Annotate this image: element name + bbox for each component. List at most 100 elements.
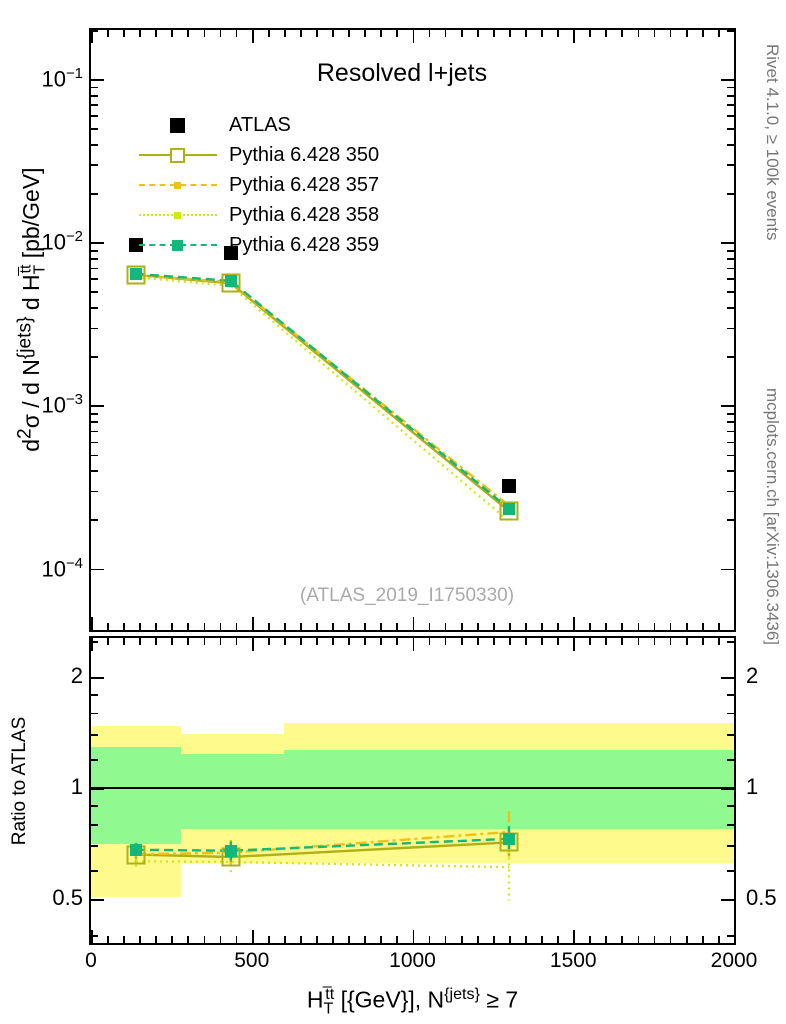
marker-pythia-359 xyxy=(224,274,237,287)
axis-tick xyxy=(91,519,98,522)
axis-tick xyxy=(412,638,415,651)
legend-marker xyxy=(170,118,185,133)
axis-tick xyxy=(721,899,734,901)
axis-tick xyxy=(155,638,158,645)
axis-tick xyxy=(637,638,640,645)
axis-tick xyxy=(219,623,222,630)
axis-tick xyxy=(91,405,104,408)
legend-label: Pythia 6.428 358 xyxy=(229,203,380,226)
axis-tick xyxy=(589,638,592,645)
axis-tick xyxy=(727,327,734,330)
x-axis-title: HTt̅t [{GeV}], N{jets} ≥ 7 xyxy=(306,985,519,1018)
axis-tick xyxy=(573,617,576,630)
axis-tick xyxy=(91,164,98,167)
axis-tick xyxy=(332,623,334,630)
axis-tick xyxy=(91,930,93,943)
x-tick-label: 1000 xyxy=(389,949,436,972)
band-inner-green-0 xyxy=(91,747,182,844)
axis-tick xyxy=(669,936,672,943)
axis-tick xyxy=(91,307,98,309)
axis-tick xyxy=(187,623,190,630)
axis-tick xyxy=(727,519,734,522)
marker-atlas xyxy=(129,238,143,253)
marker-pythia-359 xyxy=(130,267,142,280)
axis-tick xyxy=(721,242,734,245)
axis-tick xyxy=(428,30,431,37)
axis-tick xyxy=(727,104,734,107)
axis-tick xyxy=(380,30,383,37)
axis-tick xyxy=(332,30,334,37)
axis-tick xyxy=(541,936,543,943)
axis-tick xyxy=(460,638,463,645)
ratio-y-tick-label: 2 xyxy=(70,662,83,688)
axis-tick xyxy=(203,638,206,645)
axis-tick xyxy=(727,934,734,937)
axis-tick xyxy=(685,638,688,645)
axis-tick xyxy=(701,638,704,645)
ratio-marker-pythia-359 xyxy=(130,843,142,856)
axis-tick xyxy=(727,641,734,643)
axis-tick xyxy=(717,623,720,630)
axis-tick xyxy=(685,936,688,943)
x-tick-label: 2000 xyxy=(710,949,758,972)
axis-tick xyxy=(171,30,174,37)
axis-tick xyxy=(203,30,206,37)
legend-label: Pythia 6.428 350 xyxy=(229,143,380,166)
axis-tick xyxy=(91,267,98,270)
axis-tick xyxy=(727,144,734,146)
axis-tick xyxy=(727,94,734,97)
axis-tick xyxy=(541,638,543,645)
axis-tick xyxy=(91,412,98,415)
axis-tick xyxy=(727,30,734,32)
axis-tick xyxy=(316,30,318,37)
legend-marker xyxy=(170,148,185,163)
axis-tick xyxy=(727,128,734,131)
axis-tick xyxy=(123,623,125,630)
axis-tick xyxy=(573,930,576,943)
axis-tick xyxy=(91,441,98,444)
axis-tick xyxy=(428,936,431,943)
axis-tick xyxy=(727,115,734,118)
axis-tick xyxy=(316,623,318,630)
axis-tick xyxy=(557,936,559,943)
axis-tick xyxy=(91,104,98,107)
axis-tick xyxy=(251,638,254,651)
axis-tick xyxy=(492,30,495,37)
axis-tick xyxy=(525,638,527,645)
marker-pythia-350 xyxy=(499,501,519,521)
axis-tick xyxy=(508,30,511,37)
axis-tick xyxy=(155,30,158,37)
axis-tick xyxy=(299,30,302,37)
x-tick-label: 1500 xyxy=(549,949,597,972)
axis-tick xyxy=(155,623,158,630)
analysis-watermark: (ATLAS_2019_I1750330) xyxy=(299,585,515,606)
axis-tick xyxy=(235,623,238,630)
axis-tick xyxy=(348,936,350,943)
ratio-y-tick-label: 1 xyxy=(746,773,759,799)
axis-tick xyxy=(460,623,463,630)
axis-tick xyxy=(621,936,624,943)
axis-tick xyxy=(91,193,98,195)
axis-tick xyxy=(91,144,98,146)
axis-tick xyxy=(107,936,109,943)
axis-tick xyxy=(727,193,734,195)
axis-tick xyxy=(525,936,527,943)
axis-tick xyxy=(727,441,734,444)
axis-tick xyxy=(91,787,104,790)
axis-tick xyxy=(444,638,447,645)
axis-tick xyxy=(653,936,656,943)
axis-tick xyxy=(107,638,109,645)
axis-tick xyxy=(364,936,367,943)
axis-tick xyxy=(701,623,704,630)
axis-tick xyxy=(91,327,98,330)
axis-tick xyxy=(364,623,367,630)
ratio-marker-pythia-359 xyxy=(502,832,515,845)
axis-tick xyxy=(91,758,98,761)
axis-tick xyxy=(91,490,98,493)
legend-entry-0: ATLAS xyxy=(139,110,379,140)
legend-marker xyxy=(174,182,181,189)
axis-tick xyxy=(727,430,734,433)
axis-tick xyxy=(460,30,463,37)
axis-tick xyxy=(91,94,98,97)
